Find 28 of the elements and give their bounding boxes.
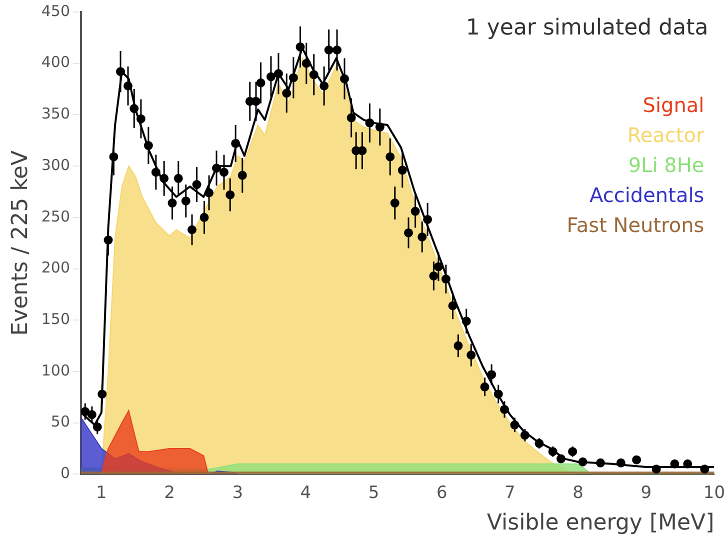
- y-tick-label: 200: [41, 258, 70, 277]
- y-tick-label: 300: [41, 156, 70, 174]
- annotation: 1 year simulated data: [466, 16, 708, 41]
- text: Accidentals: [590, 183, 704, 208]
- x-tick-label: 8: [572, 482, 584, 503]
- y-tick-label: 50: [50, 412, 70, 431]
- y-tick-label: 0: [60, 464, 70, 482]
- text: Reactor: [627, 123, 705, 148]
- text: Fast Neutrons: [566, 213, 704, 238]
- x-tick-label: 1: [96, 482, 107, 503]
- x-tick-label: 10: [703, 482, 726, 503]
- x-tick-label: 6: [436, 482, 448, 503]
- y-tick-label: 450: [41, 2, 70, 20]
- x-axis-title: Visible energy [MeV]: [486, 510, 714, 536]
- x-tick-label: 4: [300, 482, 312, 503]
- x-tick-label: 9: [640, 482, 652, 503]
- x-tick-label: 5: [368, 482, 380, 503]
- y-tick-label: 350: [41, 104, 70, 123]
- y-tick-label: 150: [41, 310, 70, 328]
- text: Signal: [642, 93, 704, 118]
- x-tick-label: 2: [164, 482, 175, 503]
- x-tick-label: 3: [232, 482, 244, 503]
- x-tick-label: 7: [504, 482, 516, 503]
- text: 9Li 8He: [628, 153, 704, 178]
- y-tick-label: 100: [41, 361, 70, 380]
- y-tick-label: 250: [41, 207, 70, 226]
- y-tick-label: 400: [41, 53, 70, 72]
- y-axis-title: Events / 225 keV: [8, 150, 33, 336]
